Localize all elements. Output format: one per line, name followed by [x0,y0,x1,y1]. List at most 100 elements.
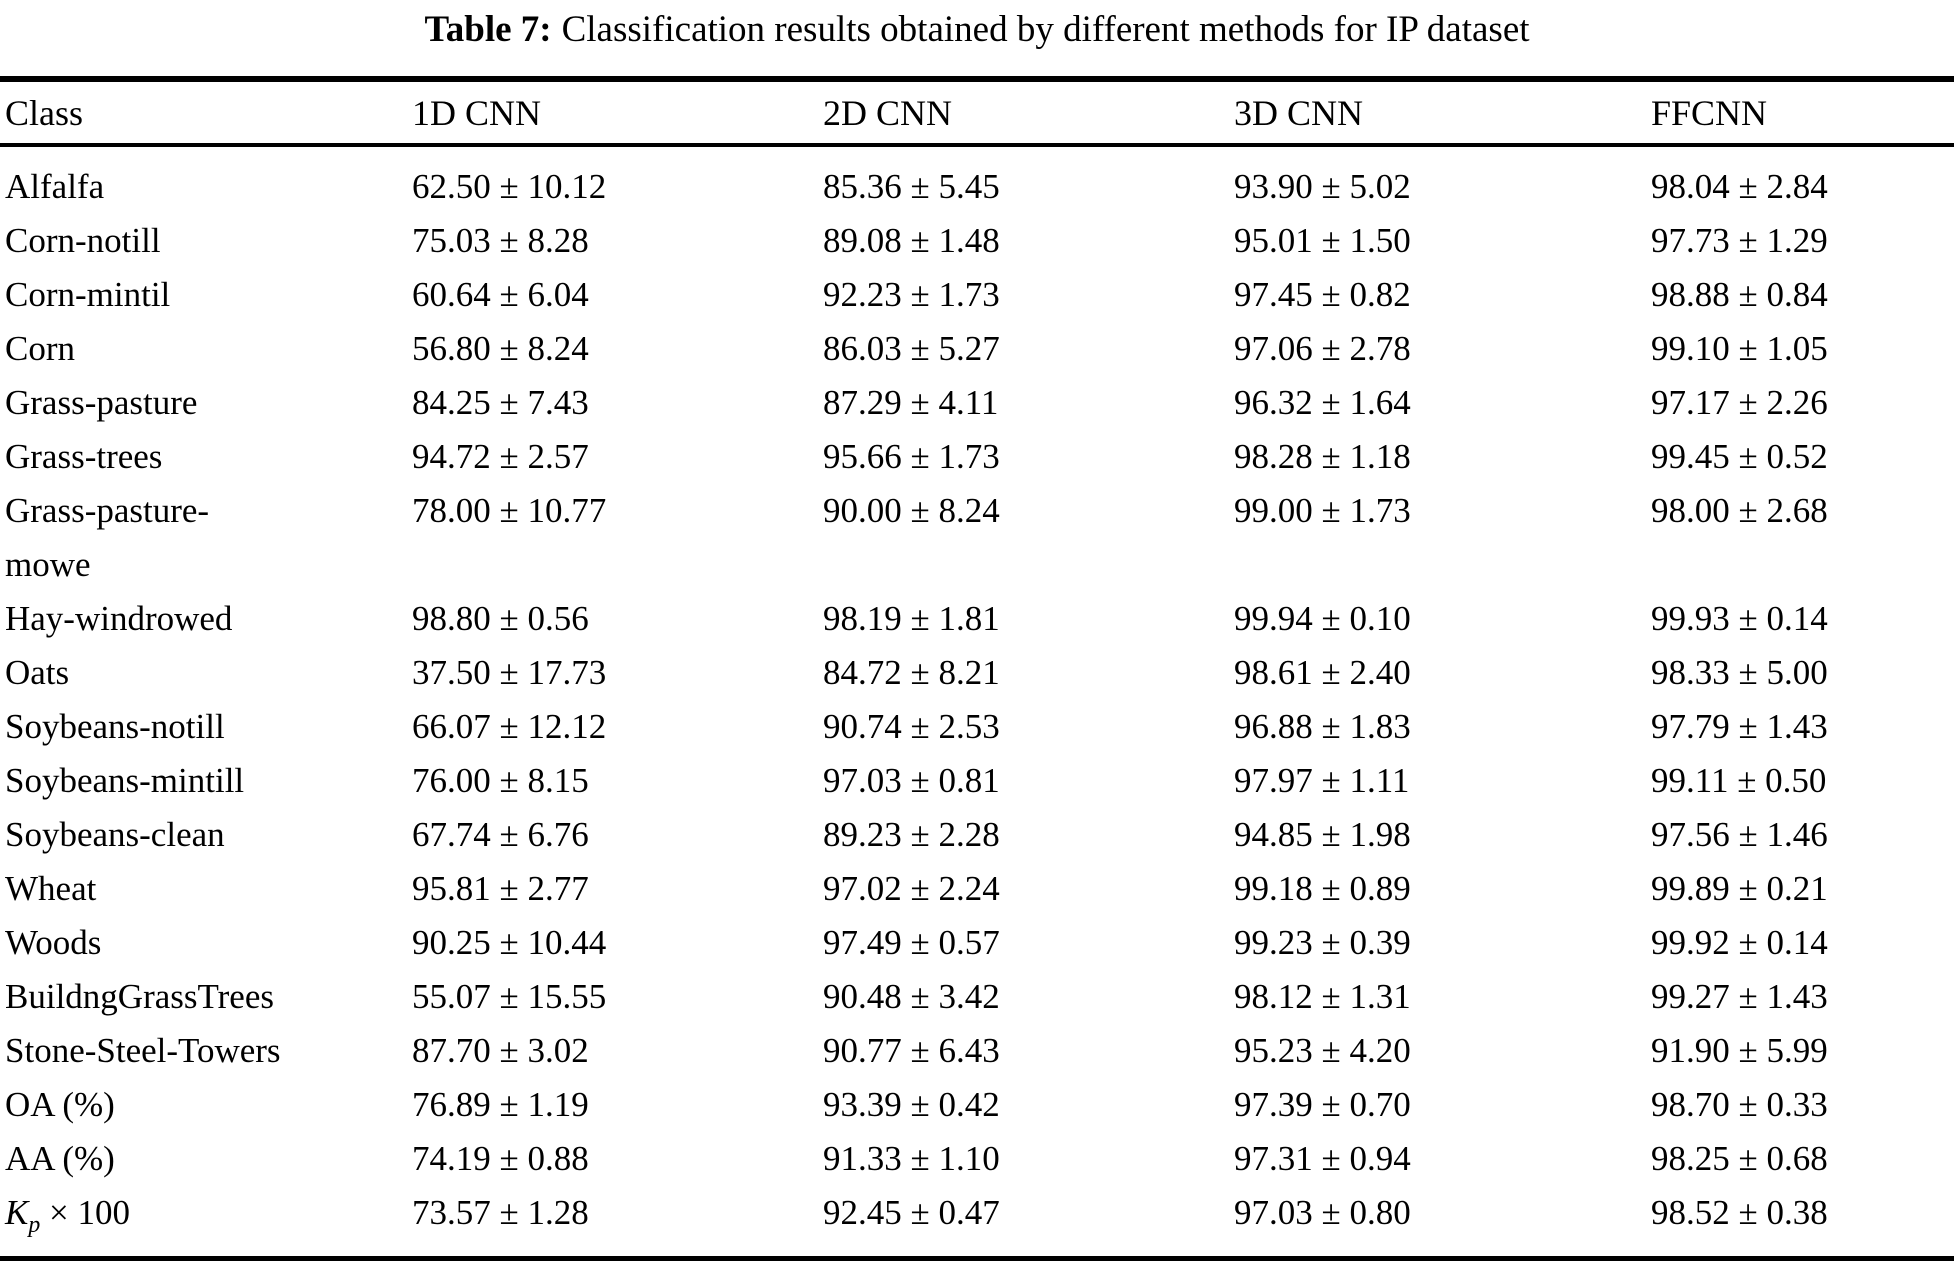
table-caption-number: Table 7: [424,9,552,50]
cell-3d-cnn: 99.94 ± 0.10 [1234,599,1411,638]
column-header-3d-cnn: 3D CNN [1234,79,1651,147]
cell-3d-cnn: 97.45 ± 0.82 [1234,275,1411,314]
cell-2d-cnn: 92.45 ± 0.47 [823,1193,1000,1232]
cell-2d-cnn: 95.66 ± 1.73 [823,437,1000,476]
cell-1d-cnn: 87.70 ± 3.02 [412,1031,589,1070]
row-label: Kp × 100 [5,1193,131,1238]
cell-3d-cnn: 97.31 ± 0.94 [1234,1139,1411,1178]
table-row: OA (%) 76.89 ± 1.19 93.39 ± 0.42 97.39 ±… [0,1078,1954,1132]
table-row: Grass-pasture- mowe 78.00 ± 10.77 90.00 … [0,484,1954,592]
cell-3d-cnn: 95.23 ± 4.20 [1234,1031,1411,1070]
cell-1d-cnn: 78.00 ± 10.77 [412,491,607,530]
cell-1d-cnn: 60.64 ± 6.04 [412,275,589,314]
cell-2d-cnn: 92.23 ± 1.73 [823,275,1000,314]
cell-3d-cnn: 97.39 ± 0.70 [1234,1085,1411,1124]
table-row: Corn-mintil 60.64 ± 6.04 92.23 ± 1.73 97… [0,268,1954,322]
row-label: Grass-pasture [5,383,198,422]
cell-2d-cnn: 97.02 ± 2.24 [823,869,1000,908]
row-label: Soybeans-clean [5,815,225,854]
cell-2d-cnn: 85.36 ± 5.45 [823,167,1000,206]
row-label: Woods [5,923,102,962]
cell-3d-cnn: 99.00 ± 1.73 [1234,491,1411,530]
cell-ffcnn: 98.70 ± 0.33 [1651,1085,1828,1124]
cell-3d-cnn: 99.18 ± 0.89 [1234,869,1411,908]
cell-1d-cnn: 90.25 ± 10.44 [412,923,607,962]
table-header: Class 1D CNN 2D CNN 3D CNN FFCNN [0,79,1954,147]
cell-3d-cnn: 97.03 ± 0.80 [1234,1193,1411,1232]
cell-3d-cnn: 96.88 ± 1.83 [1234,707,1411,746]
cell-ffcnn: 91.90 ± 5.99 [1651,1031,1828,1070]
cell-3d-cnn: 97.06 ± 2.78 [1234,329,1411,368]
cell-2d-cnn: 90.77 ± 6.43 [823,1031,1000,1070]
classification-results-table: Class 1D CNN 2D CNN 3D CNN FFCNN Alfalfa… [0,76,1954,1261]
cell-ffcnn: 99.93 ± 0.14 [1651,599,1828,638]
table-row: Wheat 95.81 ± 2.77 97.02 ± 2.24 99.18 ± … [0,862,1954,916]
cell-2d-cnn: 97.49 ± 0.57 [823,923,1000,962]
cell-3d-cnn: 99.23 ± 0.39 [1234,923,1411,962]
cell-3d-cnn: 93.90 ± 5.02 [1234,167,1411,206]
cell-ffcnn: 98.88 ± 0.84 [1651,275,1828,314]
cell-3d-cnn: 95.01 ± 1.50 [1234,221,1411,260]
cell-2d-cnn: 97.03 ± 0.81 [823,761,1000,800]
table-row: Grass-pasture 84.25 ± 7.43 87.29 ± 4.11 … [0,376,1954,430]
cell-ffcnn: 99.11 ± 0.50 [1651,761,1827,800]
row-label: Oats [5,653,70,692]
cell-ffcnn: 97.79 ± 1.43 [1651,707,1828,746]
row-label: Corn-mintil [5,275,171,314]
cell-1d-cnn: 75.03 ± 8.28 [412,221,589,260]
cell-3d-cnn: 98.61 ± 2.40 [1234,653,1411,692]
cell-ffcnn: 99.10 ± 1.05 [1651,329,1828,368]
row-label: BuildngGrassTrees [5,977,274,1016]
row-label: OA (%) [5,1085,115,1124]
cell-ffcnn: 99.27 ± 1.43 [1651,977,1828,1016]
table-row: Corn-notill 75.03 ± 8.28 89.08 ± 1.48 95… [0,214,1954,268]
cell-1d-cnn: 62.50 ± 10.12 [412,167,607,206]
table-body: Alfalfa 62.50 ± 10.12 85.36 ± 5.45 93.90… [0,145,1954,1259]
row-label: AA (%) [5,1139,115,1178]
cell-ffcnn: 98.25 ± 0.68 [1651,1139,1828,1178]
cell-ffcnn: 99.89 ± 0.21 [1651,869,1828,908]
cell-1d-cnn: 95.81 ± 2.77 [412,869,589,908]
cell-3d-cnn: 97.97 ± 1.11 [1234,761,1410,800]
table-row: Grass-trees 94.72 ± 2.57 95.66 ± 1.73 98… [0,430,1954,484]
row-label: Soybeans-notill [5,707,225,746]
cell-2d-cnn: 93.39 ± 0.42 [823,1085,1000,1124]
cell-1d-cnn: 74.19 ± 0.88 [412,1139,589,1178]
cell-2d-cnn: 98.19 ± 1.81 [823,599,1000,638]
table-row: AA (%) 74.19 ± 0.88 91.33 ± 1.10 97.31 ±… [0,1132,1954,1186]
table-row: Soybeans-mintill 76.00 ± 8.15 97.03 ± 0.… [0,754,1954,808]
table-row: BuildngGrassTrees 55.07 ± 15.55 90.48 ± … [0,970,1954,1024]
cell-2d-cnn: 91.33 ± 1.10 [823,1139,1000,1178]
row-label: Wheat [5,869,97,908]
cell-1d-cnn: 76.89 ± 1.19 [412,1085,589,1124]
cell-ffcnn: 98.00 ± 2.68 [1651,491,1828,530]
cell-1d-cnn: 94.72 ± 2.57 [412,437,589,476]
row-label: Grass-trees [5,437,163,476]
cell-ffcnn: 98.33 ± 5.00 [1651,653,1828,692]
table-row: Hay-windrowed 98.80 ± 0.56 98.19 ± 1.81 … [0,592,1954,646]
cell-1d-cnn: 73.57 ± 1.28 [412,1193,589,1232]
table-row: Corn 56.80 ± 8.24 86.03 ± 5.27 97.06 ± 2… [0,322,1954,376]
cell-ffcnn: 98.04 ± 2.84 [1651,167,1828,206]
table-caption: Table 7: Classification results obtained … [0,5,1954,55]
cell-1d-cnn: 67.74 ± 6.76 [412,815,589,854]
column-header-class: Class [0,79,412,147]
table-row: Woods 90.25 ± 10.44 97.49 ± 0.57 99.23 ±… [0,916,1954,970]
cell-ffcnn: 97.73 ± 1.29 [1651,221,1828,260]
column-header-ffcnn: FFCNN [1651,79,1954,147]
cell-3d-cnn: 98.28 ± 1.18 [1234,437,1411,476]
cell-2d-cnn: 90.74 ± 2.53 [823,707,1000,746]
cell-ffcnn: 99.92 ± 0.14 [1651,923,1828,962]
cell-3d-cnn: 96.32 ± 1.64 [1234,383,1411,422]
cell-3d-cnn: 98.12 ± 1.31 [1234,977,1411,1016]
row-label: Corn-notill [5,221,161,260]
row-label: Alfalfa [5,167,105,206]
row-label: Corn [5,329,75,368]
column-header-2d-cnn: 2D CNN [823,79,1234,147]
row-label: Soybeans-mintill [5,761,245,800]
cell-ffcnn: 99.45 ± 0.52 [1651,437,1828,476]
row-label: Grass-pasture- mowe [5,491,210,584]
cell-2d-cnn: 84.72 ± 8.21 [823,653,1000,692]
cell-ffcnn: 97.56 ± 1.46 [1651,815,1828,854]
cell-2d-cnn: 90.00 ± 8.24 [823,491,1000,530]
